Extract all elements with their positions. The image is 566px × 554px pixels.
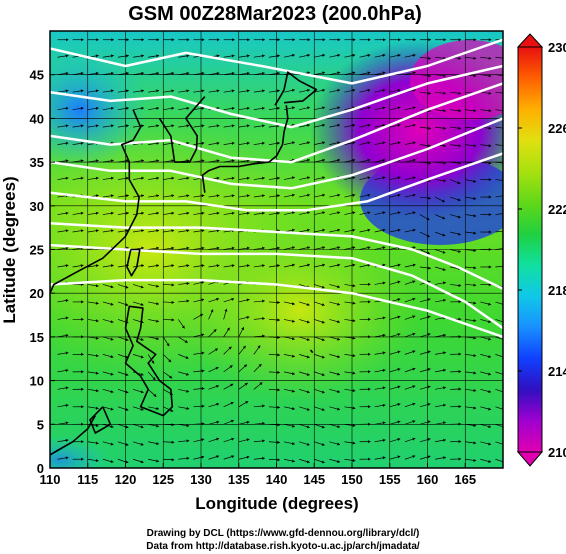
colorbar-top-arrow xyxy=(516,33,544,48)
lat-lon-grid xyxy=(50,31,503,468)
colorbar: 210 214 218 222 226 230 xyxy=(516,33,566,467)
x-tick-label: 120 xyxy=(115,472,137,487)
credit-drawing: Drawing by DCL (https://www.gfd-dennou.o… xyxy=(146,528,420,539)
y-tick-label: 5 xyxy=(37,417,44,432)
x-tick-label: 160 xyxy=(417,472,439,487)
colorbar-tick-label: 214 xyxy=(548,364,566,379)
y-tick-label: 35 xyxy=(30,155,44,170)
y-tick-label: 15 xyxy=(30,330,44,345)
colorbar-bottom-arrow xyxy=(516,451,544,467)
colorbar-body xyxy=(517,46,543,453)
colorbar-tick-label: 222 xyxy=(548,202,566,217)
y-tick-label: 45 xyxy=(30,68,44,83)
x-tick-label: 125 xyxy=(152,472,174,487)
colorbar-tick-label: 218 xyxy=(548,283,566,298)
x-axis-label: Longitude (degrees) xyxy=(195,494,358,513)
y-tick-label: 0 xyxy=(37,461,44,476)
colorbar-tick-label: 230 xyxy=(548,40,566,55)
temperature-field xyxy=(50,31,503,468)
y-axis-ticks: 0 5 10 15 20 25 30 35 40 45 xyxy=(30,68,55,476)
y-tick-label: 25 xyxy=(30,243,44,258)
x-axis-ticks: 110 115 120 125 130 135 140 145 150 155 160 165 xyxy=(40,463,476,487)
y-axis-label: Latitude (degrees) xyxy=(0,176,19,323)
height-contours xyxy=(50,38,503,339)
figure-title: GSM 00Z28Mar2023 (200.0hPa) xyxy=(128,3,422,25)
x-tick-label: 140 xyxy=(266,472,288,487)
coastlines xyxy=(50,71,318,468)
x-tick-label: 150 xyxy=(341,472,363,487)
x-tick-label: 135 xyxy=(228,472,250,487)
colorbar-tick-label: 210 xyxy=(548,445,566,460)
y-tick-label: 10 xyxy=(30,374,44,389)
x-tick-label: 155 xyxy=(379,472,401,487)
y-tick-label: 20 xyxy=(30,286,44,301)
x-tick-label: 110 xyxy=(40,472,61,487)
x-tick-label: 115 xyxy=(77,472,98,487)
colorbar-ticks: 210 214 218 222 226 230 xyxy=(518,40,566,460)
y-tick-label: 40 xyxy=(30,111,44,126)
colorbar-tick-label: 226 xyxy=(548,121,566,136)
credit-data: Data from http://database.rish.kyoto-u.a… xyxy=(146,541,420,552)
x-tick-label: 145 xyxy=(303,472,325,487)
y-tick-label: 30 xyxy=(30,199,44,214)
x-tick-label: 165 xyxy=(454,472,476,487)
x-tick-label: 130 xyxy=(190,472,212,487)
